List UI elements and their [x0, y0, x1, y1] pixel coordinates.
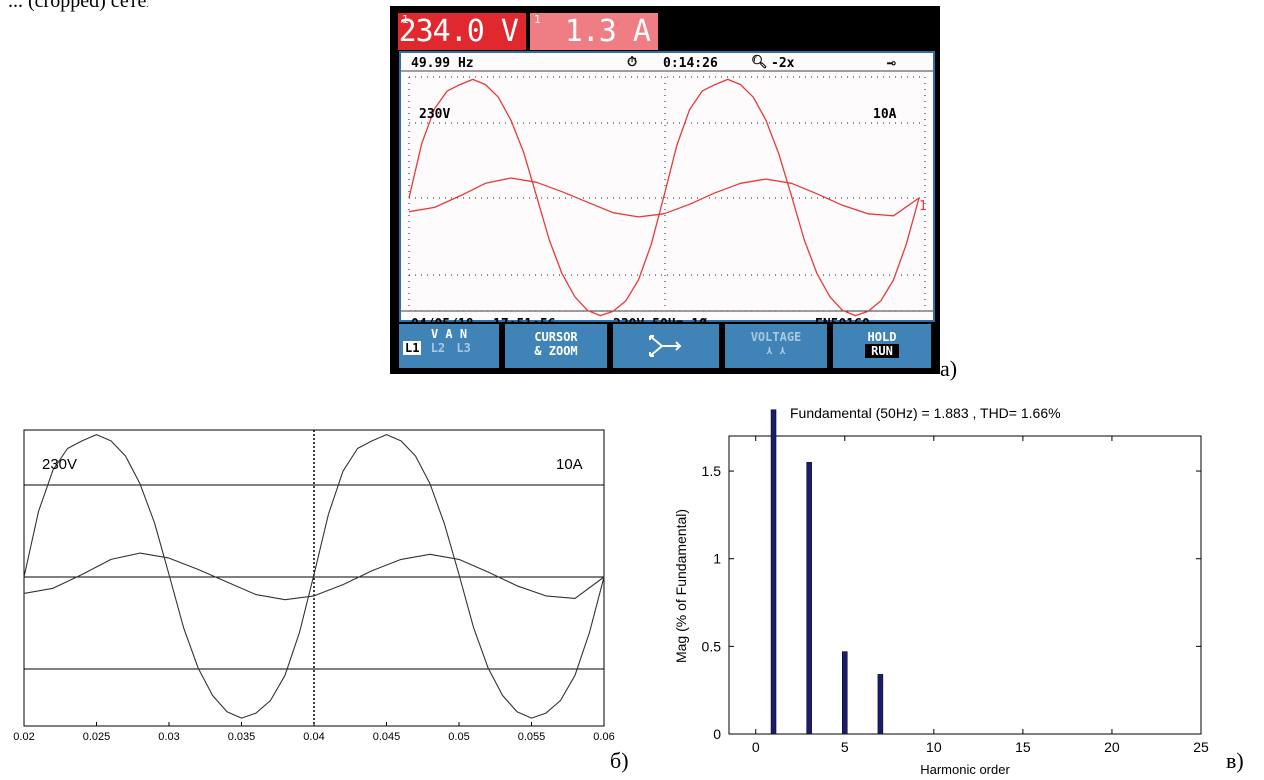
x-tick-label: 15 — [1015, 739, 1031, 755]
y-tick-label: 1 — [713, 551, 721, 567]
plug-icon: ⊸ — [887, 54, 897, 72]
x-tick-label: 0.03 — [158, 731, 179, 742]
harmonic-bar — [877, 674, 884, 735]
harmonic-bar — [842, 651, 848, 735]
panel-label-b: б) — [610, 748, 629, 773]
voltage-value: 234.0 V — [398, 14, 519, 49]
x-tick-label: 0.06 — [593, 731, 614, 742]
voltage-waveform — [23, 434, 605, 719]
panel-label-a: а) — [940, 356, 958, 381]
waveform-scope-icon — [649, 335, 682, 357]
voltage-readout: 1 234.0 V — [398, 13, 526, 50]
channel-label: 1 — [534, 13, 541, 26]
harmonic-bar — [770, 409, 777, 735]
hold-run-button[interactable]: HOLD RUN — [833, 324, 931, 368]
y-tick-label: 0 — [713, 726, 721, 742]
hold-label: HOLD — [867, 330, 897, 344]
annotation-current: 10A — [556, 456, 583, 473]
scope-screen: 49.99 Hz ⏱ 0:14:26 🔍︎ -2x ⊸ 230V 10A 1 0… — [399, 51, 935, 332]
power-analyzer-screenshot: 1 234.0 V 1 1.3 A 49.99 Hz ⏱ 0:14:26 🔍︎ — [390, 6, 940, 374]
zoom-icon: 🔍︎ — [751, 55, 768, 70]
timer-icon: ⏱ — [627, 55, 638, 70]
x-tick-label: 0.045 — [373, 731, 401, 742]
x-tick-label: 25 — [1193, 739, 1209, 755]
softkey-bar: V A N L1 L2 L3 CURSOR & ZOOM VOLTAGE ⋏ ⋏… — [399, 324, 931, 368]
x-tick-label: 0.025 — [83, 731, 111, 742]
phase-l3[interactable]: L3 — [456, 341, 471, 355]
phase-l1[interactable]: L1 — [403, 341, 422, 355]
x-tick-label: 20 — [1104, 739, 1120, 755]
cursor-label: CURSOR — [534, 330, 578, 344]
voltage-button[interactable]: VOLTAGE ⋏ ⋏ — [725, 324, 827, 368]
harmonic-bar — [806, 462, 812, 735]
channel-label: 1 — [402, 13, 409, 26]
x-axis-label: Harmonic order — [920, 762, 1010, 777]
trace-tag: 1 — [919, 199, 927, 214]
current-readout: 1 1.3 A — [530, 13, 658, 50]
scope-voltage-trace — [408, 78, 920, 317]
y-tick-label: 1.5 — [702, 463, 722, 479]
x-tick-label: 10 — [926, 739, 942, 755]
scope-view-button[interactable] — [613, 324, 719, 368]
chart-title: Fundamental (50Hz) = 1.883 , THD= 1.66% — [790, 405, 1061, 421]
voltage-scale: 230V — [419, 107, 451, 122]
panel-label-c: в) — [1226, 748, 1244, 773]
current-scale: 10A — [873, 107, 897, 122]
phase-l2[interactable]: L2 — [430, 341, 446, 355]
x-tick-label: 0.04 — [303, 731, 324, 742]
x-tick-label: 5 — [841, 739, 849, 755]
vaN-label: V A N — [430, 327, 468, 341]
x-tick-label: 0 — [752, 739, 760, 755]
current-waveform — [23, 552, 605, 601]
scope-plot — [401, 70, 933, 317]
waveform-chart: 0.02 0.025 0.03 0.035 0.04 0.045 0.05 0.055 0.06 — [13, 429, 615, 742]
scope-current-trace — [408, 177, 920, 218]
zoom-level: -2x — [771, 56, 795, 71]
frequency-readout: 49.99 Hz — [411, 56, 474, 71]
run-label: RUN — [865, 344, 899, 358]
phase-softkey[interactable]: V A N L1 L2 L3 — [399, 324, 499, 368]
elapsed-time: 0:14:26 — [663, 56, 718, 71]
annotation-voltage: 230V — [42, 456, 78, 473]
cursor-zoom-button[interactable]: CURSOR & ZOOM — [505, 324, 607, 368]
y-tick-label: 0.5 — [702, 638, 722, 654]
voltage-arrows-icon: ⋏ ⋏ — [766, 344, 786, 357]
harmonic-spectrum-chart: 0 0.5 1 1.5 0 5 10 15 20 25 Fundamental (50Hz) = 1… — [673, 405, 1209, 777]
y-axis-label: Mag (% of Fundamental) — [673, 509, 689, 663]
x-tick-label: 0.055 — [518, 731, 546, 742]
voltage-label: VOLTAGE — [750, 330, 802, 344]
plot-frame — [728, 435, 1202, 735]
intro-text: ... (cropped) сетей электроснабжения — [8, 0, 320, 12]
x-tick-label: 0.02 — [13, 731, 34, 742]
x-tick-label: 0.05 — [448, 731, 469, 742]
scope-grid — [408, 76, 926, 312]
x-tick-label: 0.035 — [228, 731, 256, 742]
zoom-label: & ZOOM — [534, 344, 578, 358]
current-value: 1.3 A — [564, 14, 651, 49]
